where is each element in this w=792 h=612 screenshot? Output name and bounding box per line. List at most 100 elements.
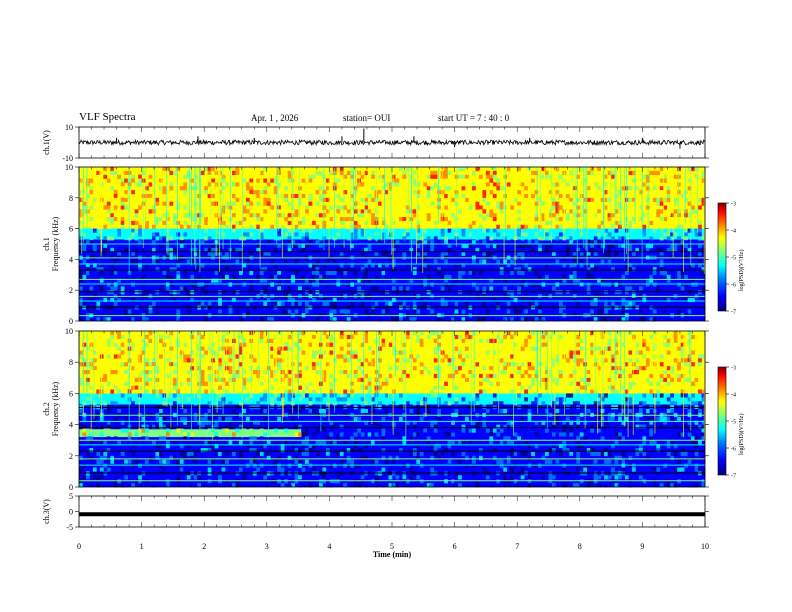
spectrum-cell bbox=[364, 350, 368, 355]
spectrum-cell bbox=[287, 286, 292, 291]
spectrum-cell bbox=[110, 167, 115, 172]
spectrum-cell bbox=[96, 240, 101, 245]
spectrum-cell bbox=[597, 393, 601, 398]
spectrum-cell bbox=[513, 267, 518, 272]
spectrum-cell bbox=[183, 232, 188, 237]
spectrum-cell bbox=[249, 305, 254, 310]
spectrum-cell bbox=[558, 205, 563, 210]
spectrum-cell bbox=[548, 209, 553, 214]
spectrum-cell bbox=[256, 366, 261, 371]
spectrum-cell bbox=[465, 205, 469, 210]
spectrum-cell bbox=[576, 220, 581, 226]
ch1-trace bbox=[78, 138, 706, 147]
spectrum-cell bbox=[364, 213, 368, 218]
spectrum-cell bbox=[527, 428, 532, 433]
spectrum-cell bbox=[416, 205, 421, 210]
spectrum-cell bbox=[263, 190, 268, 195]
spectrum-cell bbox=[103, 251, 108, 256]
spectrum-cell bbox=[409, 436, 414, 441]
spectrum-cell bbox=[152, 358, 156, 363]
spectrum-cell bbox=[162, 170, 167, 175]
spectrum-cell bbox=[106, 342, 111, 347]
spectrum-cell bbox=[631, 301, 636, 306]
spectrum-cell bbox=[256, 342, 261, 347]
spectrum-cell bbox=[204, 389, 208, 394]
spectrum-cell bbox=[517, 274, 521, 279]
spectrum-cell bbox=[190, 358, 195, 363]
spectrum-cell bbox=[131, 186, 135, 191]
spectrum-cell bbox=[558, 334, 563, 340]
spectrum-cell bbox=[346, 385, 351, 390]
spectrum-cell bbox=[249, 224, 254, 229]
spectrum-cell bbox=[600, 278, 605, 283]
spectrum-cell bbox=[398, 247, 403, 252]
spectrum-cell bbox=[673, 342, 678, 347]
spectrum-cell bbox=[245, 197, 250, 202]
spectrum-cell bbox=[165, 444, 170, 449]
spectrum-cell bbox=[496, 178, 501, 183]
spectrum-cell bbox=[301, 209, 306, 214]
spectrum-cell bbox=[277, 350, 282, 355]
spectrum-cell bbox=[531, 309, 535, 314]
spectrum-cell bbox=[266, 182, 271, 187]
spectrum-cell bbox=[312, 389, 316, 394]
spectrum-cell bbox=[694, 358, 699, 363]
spectrum-cell bbox=[82, 259, 87, 264]
spectrum-cell bbox=[225, 428, 229, 433]
spectrum-cell bbox=[618, 270, 622, 276]
spectrum-cell bbox=[600, 309, 605, 314]
spectrum-cell bbox=[618, 409, 622, 414]
spectrum-cell bbox=[263, 409, 268, 414]
spectrum-cell bbox=[451, 297, 455, 303]
spectrum-cell bbox=[677, 209, 681, 214]
spectrum-cell bbox=[659, 228, 664, 233]
spectrum-cell bbox=[193, 373, 198, 379]
spectrum-cell bbox=[541, 282, 546, 287]
spectrum-cell bbox=[423, 251, 428, 256]
spectrum-cell bbox=[576, 174, 581, 179]
spectrum-cell bbox=[169, 182, 174, 187]
spectrum-cell bbox=[124, 217, 128, 222]
spectrum-cell bbox=[273, 236, 278, 241]
spectrum-cell bbox=[485, 232, 490, 237]
spectrum-cell bbox=[138, 205, 142, 210]
spectrum-cell bbox=[378, 190, 382, 195]
spectrum-cell bbox=[590, 301, 595, 306]
spectrum-cell bbox=[465, 197, 469, 202]
spectrum-cell bbox=[645, 440, 650, 445]
spectrum-cell bbox=[364, 444, 368, 449]
spectrum-cell bbox=[263, 217, 268, 222]
spectrum-cell bbox=[357, 373, 361, 379]
spectrum-cell bbox=[172, 440, 177, 445]
spectrum-cell bbox=[531, 297, 535, 303]
spectrum-cell bbox=[444, 170, 448, 175]
spectrum-cell bbox=[106, 436, 111, 441]
spectrum-cell bbox=[517, 381, 521, 386]
spectrum-cell bbox=[437, 342, 441, 347]
spectrum-cell bbox=[618, 432, 622, 437]
spectrum-cell bbox=[343, 389, 348, 394]
spectrum-cell bbox=[625, 228, 629, 233]
spectrum-cell bbox=[492, 251, 497, 256]
spectrum-cell bbox=[465, 259, 469, 264]
spectrum-cell bbox=[600, 220, 605, 226]
spectrum-cell bbox=[117, 197, 122, 202]
spectrum-cell bbox=[659, 217, 664, 222]
spectrum-cell bbox=[287, 409, 292, 414]
spectrum-cell bbox=[458, 167, 462, 172]
spectrum-cell bbox=[565, 305, 570, 310]
spectrum-cell bbox=[96, 301, 101, 306]
spectrum-cell bbox=[301, 217, 306, 222]
spectrum-cell bbox=[461, 174, 466, 179]
spectrum-cell bbox=[165, 440, 170, 445]
spectrum-cell bbox=[235, 193, 240, 199]
spectrum-cell bbox=[649, 331, 654, 336]
spectrum-cell bbox=[235, 220, 240, 226]
spectrum-cell bbox=[489, 373, 494, 379]
spectrum-cell bbox=[562, 436, 567, 441]
spectrum-cell bbox=[141, 393, 146, 398]
spectrum-cell bbox=[642, 309, 647, 314]
spectrum-cell bbox=[207, 428, 212, 433]
spectrum-cell bbox=[103, 381, 108, 386]
spectrum-cell bbox=[308, 448, 313, 453]
